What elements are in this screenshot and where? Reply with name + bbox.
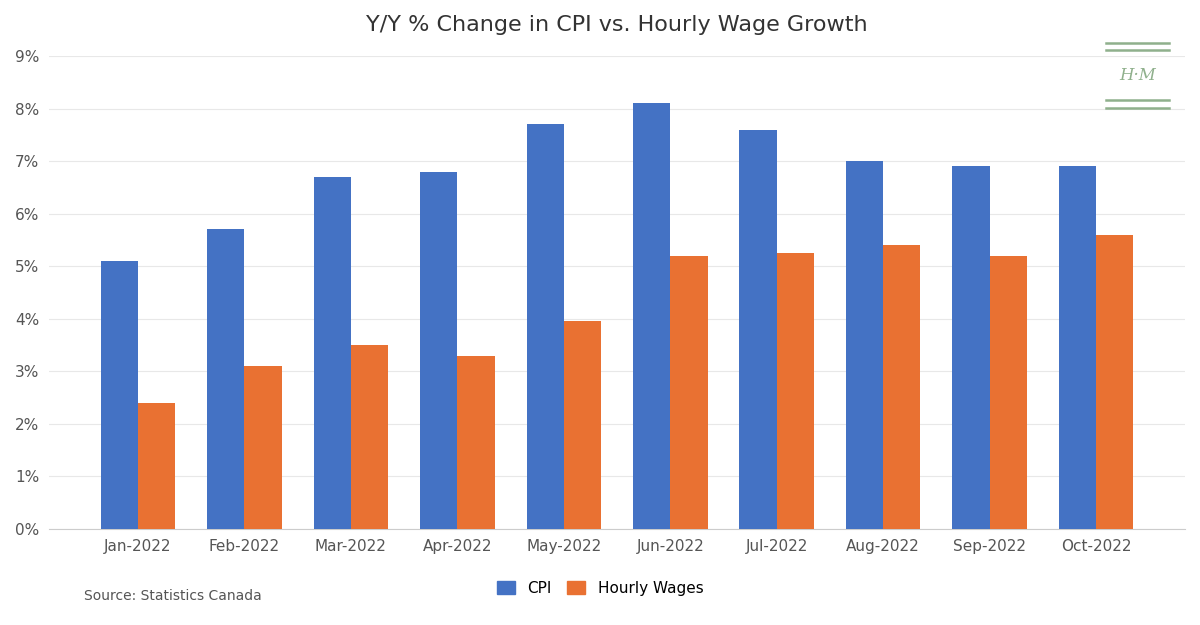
Bar [245, 366, 282, 529]
Bar [739, 129, 776, 529]
Bar [846, 161, 883, 529]
Bar [564, 321, 601, 529]
Bar [1058, 166, 1096, 529]
Text: H·M: H·M [1120, 66, 1156, 84]
Bar [208, 229, 245, 529]
Text: Source: Statistics Canada: Source: Statistics Canada [84, 589, 262, 603]
Bar [138, 403, 175, 529]
Bar [527, 124, 564, 529]
Bar [350, 345, 388, 529]
Legend: CPI, Hourly Wages: CPI, Hourly Wages [491, 574, 709, 602]
Title: Y/Y % Change in CPI vs. Hourly Wage Growth: Y/Y % Change in CPI vs. Hourly Wage Grow… [366, 15, 868, 35]
Bar [953, 166, 990, 529]
Bar [457, 356, 494, 529]
Bar [776, 253, 814, 529]
Bar [634, 103, 671, 529]
Bar [883, 245, 920, 529]
Bar [420, 172, 457, 529]
Bar [990, 256, 1027, 529]
Bar [1096, 235, 1133, 529]
Bar [671, 256, 708, 529]
Bar [101, 261, 138, 529]
Bar [313, 177, 350, 529]
